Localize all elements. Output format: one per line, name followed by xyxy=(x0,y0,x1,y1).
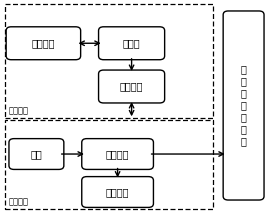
Text: 通信装置: 通信装置 xyxy=(120,81,143,92)
Text: 检测中心: 检测中心 xyxy=(8,198,28,207)
FancyBboxPatch shape xyxy=(99,70,165,103)
FancyBboxPatch shape xyxy=(9,139,64,169)
FancyBboxPatch shape xyxy=(223,11,264,200)
Text: 检测终端: 检测终端 xyxy=(8,106,28,115)
FancyBboxPatch shape xyxy=(99,27,165,60)
Text: 光源: 光源 xyxy=(31,149,42,159)
Text: 拉曼探头: 拉曼探头 xyxy=(32,38,55,48)
Text: 分析装置: 分析装置 xyxy=(106,187,129,197)
Text: 控制装置: 控制装置 xyxy=(106,149,129,159)
FancyBboxPatch shape xyxy=(82,139,153,169)
Text: 控制器: 控制器 xyxy=(123,38,140,48)
Text: 条
形
码
扫
描
设
备: 条 形 码 扫 描 设 备 xyxy=(241,65,246,146)
FancyBboxPatch shape xyxy=(82,177,153,207)
FancyBboxPatch shape xyxy=(5,120,213,209)
FancyBboxPatch shape xyxy=(5,4,213,118)
FancyBboxPatch shape xyxy=(6,27,81,60)
